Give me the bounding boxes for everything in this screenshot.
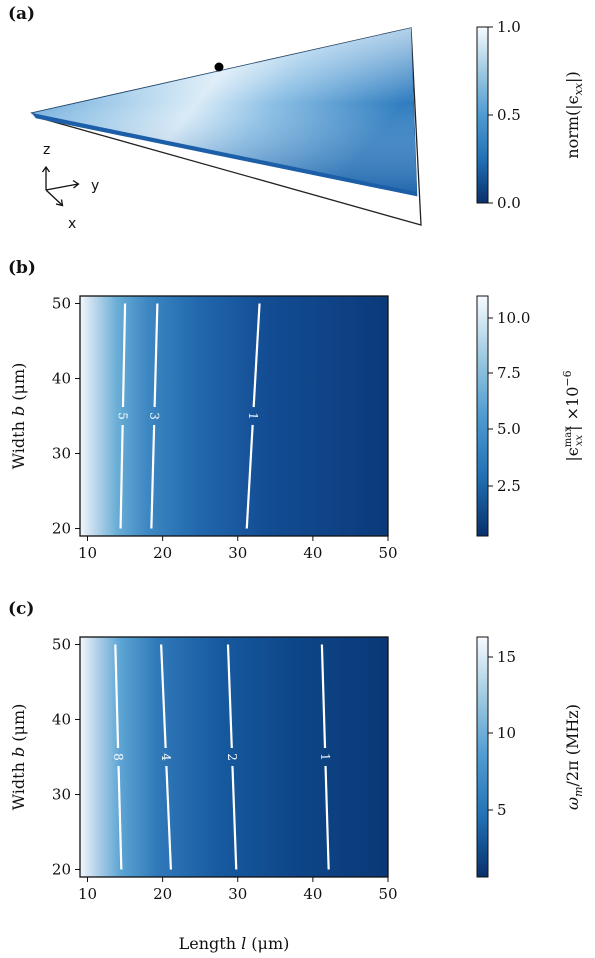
axes-b: 10 20 30 40 50 20 30 40 50 [52, 295, 398, 563]
colorbar-b-label: |ϵmaxxx| ×10−6 [561, 370, 585, 461]
contour-line [226, 644, 233, 749]
contour-label: 2 [225, 753, 239, 761]
panel-c-label: (c) [8, 599, 34, 619]
x-tick-label: 30 [228, 544, 247, 562]
contour-label: 8 [111, 753, 125, 761]
x-tick-label: 10 [78, 544, 97, 562]
colorbar-a-label: norm(|ϵxx|) [563, 71, 585, 158]
contour-label: 5 [116, 412, 130, 420]
contour-label: 3 [147, 412, 161, 420]
plot-frame-b [79, 295, 389, 537]
contour-line [117, 765, 123, 870]
y-tick-label: 30 [52, 445, 71, 463]
contour-line [153, 303, 159, 408]
y-axis-label-b: Width b (μm) [9, 363, 28, 470]
y-tick-label: 20 [52, 520, 71, 538]
contour-label: 4 [159, 753, 173, 762]
contours-b: 5 3 1 [116, 303, 261, 529]
panel-a-label: (a) [8, 4, 35, 24]
axis-x-label: x [68, 216, 76, 232]
contour-line [119, 424, 124, 529]
colorbar-b-tick: 10.0 [497, 309, 530, 327]
colorbar-a: 1.0 0.5 0.0 norm(|ϵxx|) [476, 18, 585, 212]
y-tick-label: 20 [52, 861, 71, 879]
colorbar-b-tick: 2.5 [497, 477, 521, 495]
y-tick-label: 50 [52, 295, 71, 313]
marker-dot [214, 62, 224, 72]
contour-label: 1 [318, 753, 332, 761]
panel-a: (a) z y x 1.0 0.5 0.0 norm(|ϵxx [8, 4, 585, 232]
colorbar-b-tick: 5.0 [497, 420, 521, 438]
x-tick-label: 50 [378, 544, 397, 562]
y-tick-label: 30 [52, 786, 71, 804]
y-tick-label: 50 [52, 636, 71, 654]
colorbar-c-tick: 10 [497, 724, 516, 742]
contour-line [150, 424, 156, 529]
axis-z-label: z [43, 142, 50, 158]
contour-line [320, 644, 327, 749]
x-tick-label: 20 [153, 885, 172, 903]
x-axis-label-c: Length l (μm) [179, 934, 290, 953]
heatmap-b [80, 296, 388, 536]
axes-glyph [41, 165, 80, 207]
x-tick-label: 40 [303, 885, 322, 903]
axis-y-label: y [91, 178, 99, 194]
contour-line [231, 765, 238, 870]
contour-line [114, 644, 120, 749]
y-tick-label: 40 [52, 370, 71, 388]
colorbar-a-tick: 0.5 [497, 106, 521, 124]
colorbar-c-label: ωm/2π (MHz) [563, 704, 585, 810]
colorbar-a-tick: 1.0 [497, 18, 521, 36]
deformed-beam-shade [32, 28, 417, 196]
contour-line [245, 424, 254, 529]
beam-edge [32, 113, 417, 196]
contours-c: 8 4 2 1 [111, 644, 332, 870]
axes-c: 10 20 30 40 50 20 30 40 50 [52, 636, 398, 904]
colorbar-c-tick: 15 [497, 648, 516, 666]
contour-line [165, 765, 172, 870]
panel-c: (c) 8 4 2 1 10 20 30 40 50 20 30 40 50 Width b (μm)… [8, 599, 585, 953]
contour-label: 1 [246, 412, 260, 420]
x-tick-label: 40 [303, 544, 322, 562]
y-tick-label: 40 [52, 711, 71, 729]
y-axis-label-c: Width b (μm) [9, 704, 28, 811]
colorbar-a-tick: 0.0 [497, 194, 521, 212]
colorbar-c: 15 10 5 ωm/2π (MHz) [476, 636, 585, 878]
x-tick-label: 50 [378, 885, 397, 903]
colorbar-b-tick: 7.5 [497, 364, 521, 382]
x-tick-label: 20 [153, 544, 172, 562]
colorbar-c-tick: 5 [497, 801, 507, 819]
contour-line [252, 303, 261, 408]
x-tick-label: 30 [228, 885, 247, 903]
plot-frame-c [79, 636, 389, 878]
contour-line [121, 303, 127, 408]
contour-line [160, 644, 167, 749]
contour-line [324, 765, 330, 870]
panel-b-label: (b) [8, 258, 36, 278]
colorbar-b: 10.0 7.5 5.0 2.5 |ϵmaxxx| ×10−6 [476, 295, 585, 537]
x-tick-label: 10 [78, 885, 97, 903]
